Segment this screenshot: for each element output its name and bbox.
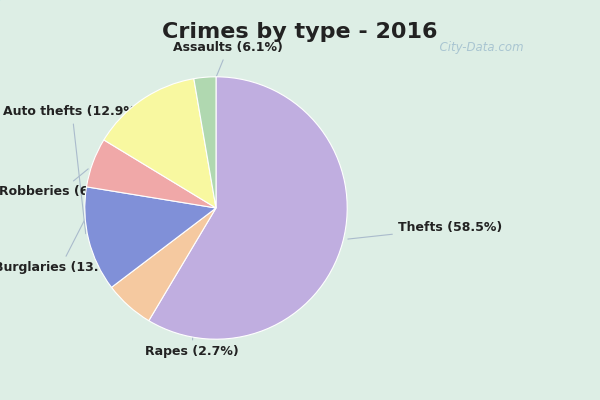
Text: City-Data.com: City-Data.com [432,42,524,54]
Text: Rapes (2.7%): Rapes (2.7%) [145,93,239,358]
Text: Robberies (6.1%): Robberies (6.1%) [0,169,121,198]
Text: Burglaries (13.6%): Burglaries (13.6%) [0,113,139,274]
Text: Assaults (6.1%): Assaults (6.1%) [128,42,283,294]
Wedge shape [85,187,216,287]
Wedge shape [194,77,216,208]
Wedge shape [104,79,216,208]
Wedge shape [149,77,347,339]
Wedge shape [86,140,216,208]
Wedge shape [112,208,216,321]
Text: Auto thefts (12.9%): Auto thefts (12.9%) [2,106,142,234]
Text: Thefts (58.5%): Thefts (58.5%) [348,222,502,239]
Text: Crimes by type - 2016: Crimes by type - 2016 [162,22,438,42]
